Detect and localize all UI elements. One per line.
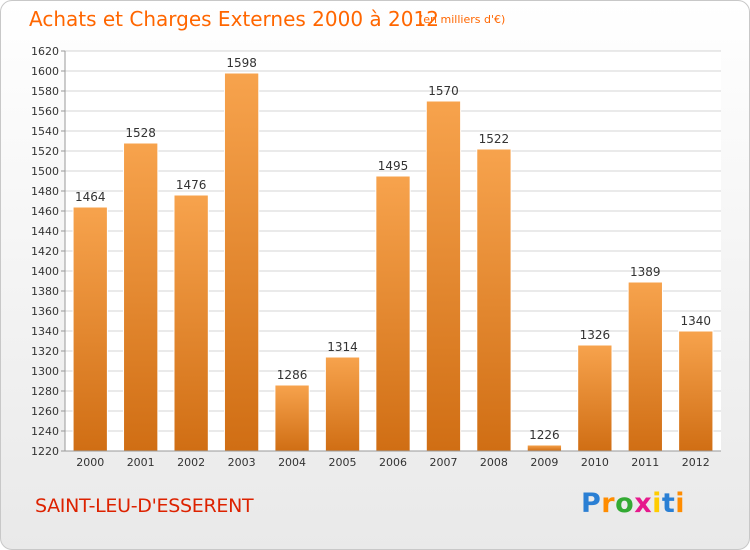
x-tick-label: 2009 <box>530 456 558 469</box>
data-label-2005: 1314 <box>327 340 358 354</box>
y-tick-label: 1620 <box>31 45 59 58</box>
y-tick-label: 1240 <box>31 425 59 438</box>
y-tick-label: 1360 <box>31 305 59 318</box>
bar-2005 <box>324 356 361 452</box>
data-label-2001: 1528 <box>125 126 156 140</box>
data-label-2008: 1522 <box>479 132 510 146</box>
x-axis-ticks: 2000 2001 2002 2003 2004 2005 2006 2007 2008 2009… <box>76 456 710 469</box>
data-labels: 1464 1528 1476 1598 1286 1314 1495 1570 1522 1226… <box>75 56 711 442</box>
bar-2008 <box>476 148 512 452</box>
y-tick-label: 1580 <box>31 85 59 98</box>
y-tick-label: 1300 <box>31 365 59 378</box>
commune-name: SAINT-LEU-D'ESSERENT <box>35 495 254 517</box>
chart-title: Achats et Charges Externes 2000 à 2012 <box>29 7 439 31</box>
y-tick-label: 1220 <box>31 445 59 458</box>
x-tick-label: 2011 <box>631 456 659 469</box>
y-tick-label: 1380 <box>31 285 59 298</box>
y-tick-label: 1460 <box>31 205 59 218</box>
logo-letter: i <box>675 488 686 519</box>
logo-letter: o <box>615 488 635 519</box>
chart-subtitle: (en milliers d'€) <box>419 13 506 26</box>
bar-2012 <box>678 330 714 452</box>
bar-2004 <box>274 384 310 452</box>
y-tick-label: 1420 <box>31 245 59 258</box>
logo-letter: x <box>634 488 653 519</box>
x-tick-label: 2006 <box>379 456 407 469</box>
data-label-2012: 1340 <box>680 314 711 328</box>
bar-2001 <box>123 142 159 452</box>
bar-2009 <box>526 444 563 452</box>
y-tick-label: 1260 <box>31 405 59 418</box>
logo-letter: r <box>601 488 616 519</box>
proxiti-logo: Proxiti <box>581 488 685 519</box>
y-tick-label: 1600 <box>31 65 59 78</box>
data-label-2006: 1495 <box>378 159 409 173</box>
y-tick-label: 1480 <box>31 185 59 198</box>
x-tick-label: 2000 <box>76 456 104 469</box>
bars <box>72 72 714 452</box>
data-label-2007: 1570 <box>428 84 459 98</box>
x-tick-label: 2012 <box>682 456 710 469</box>
data-label-2010: 1326 <box>580 328 611 342</box>
x-tick-label: 2001 <box>127 456 155 469</box>
y-tick-label: 1320 <box>31 345 59 358</box>
data-label-2011: 1389 <box>630 265 661 279</box>
data-label-2004: 1286 <box>277 368 308 382</box>
y-tick-label: 1340 <box>31 325 59 338</box>
bar-2007 <box>425 100 462 452</box>
y-tick-label: 1560 <box>31 105 59 118</box>
y-tick-label: 1440 <box>31 225 59 238</box>
bar-2002 <box>173 194 209 452</box>
logo-letter: i <box>652 488 662 519</box>
y-tick-label: 1400 <box>31 265 59 278</box>
y-tick-label: 1500 <box>31 165 59 178</box>
bar-chart: 1220 1240 1260 1280 1300 1320 1340 1360 1380 1400… <box>31 45 721 469</box>
bar-2006 <box>375 175 411 452</box>
logo-letter: P <box>581 488 602 519</box>
bar-2003 <box>223 72 260 452</box>
data-label-2009: 1226 <box>529 428 560 442</box>
data-label-2000: 1464 <box>75 190 106 204</box>
x-tick-label: 2003 <box>228 456 256 469</box>
data-label-2002: 1476 <box>176 178 207 192</box>
bar-2000 <box>72 206 108 452</box>
y-tick-label: 1280 <box>31 385 59 398</box>
y-tick-label: 1540 <box>31 125 59 138</box>
x-tick-label: 2007 <box>429 456 457 469</box>
bar-2011 <box>627 281 663 452</box>
x-tick-label: 2002 <box>177 456 205 469</box>
y-tick-label: 1520 <box>31 145 59 158</box>
x-tick-label: 2005 <box>329 456 357 469</box>
logo-letter: t <box>661 488 676 519</box>
x-tick-label: 2008 <box>480 456 508 469</box>
bar-2010 <box>577 344 613 452</box>
data-label-2003: 1598 <box>226 56 257 70</box>
x-tick-label: 2010 <box>581 456 609 469</box>
y-axis-ticks: 1220 1240 1260 1280 1300 1320 1340 1360 1380 1400… <box>31 45 65 458</box>
x-tick-label: 2004 <box>278 456 306 469</box>
